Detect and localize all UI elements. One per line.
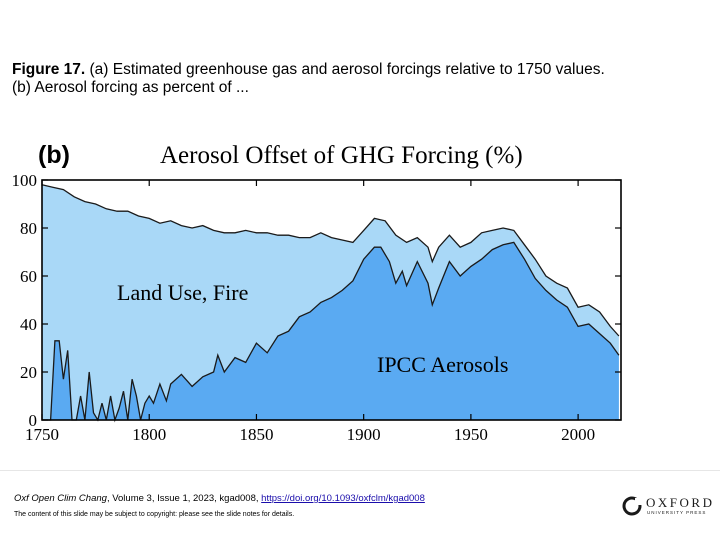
x-tick-label: 1850 <box>239 425 273 444</box>
y-tick-label: 20 <box>20 363 37 382</box>
logo-subtext: UNIVERSITY PRESS <box>647 510 707 515</box>
x-tick-label: 1750 <box>25 425 59 444</box>
x-tick-label: 2000 <box>561 425 595 444</box>
panel-label: (b) <box>38 141 70 169</box>
annotation-ipcc-aerosols: IPCC Aerosols <box>377 352 508 377</box>
y-tick-label: 40 <box>20 315 37 334</box>
figure-label: Figure 17. <box>12 61 86 78</box>
y-tick-label: 80 <box>20 219 37 238</box>
y-tick-label: 100 <box>12 171 38 190</box>
annotation-land-use-fire: Land Use, Fire <box>117 280 248 305</box>
caption-line-2: (b) Aerosol forcing as percent of ... <box>12 79 249 96</box>
land-use-fire-line <box>41 184 620 337</box>
citation-details: , Volume 3, Issue 1, 2023, kgad008, <box>106 493 262 504</box>
oxford-logo[interactable]: OXFORD UNIVERSITY PRESS <box>622 494 712 520</box>
logo-wordmark: OXFORD <box>646 495 715 510</box>
journal-name: Oxf Open Clim Chang <box>14 493 107 504</box>
copyright-note: The content of this slide may be subject… <box>14 511 295 518</box>
y-tick-label: 60 <box>20 267 37 286</box>
oxford-logo-icon <box>622 496 642 516</box>
doi-link[interactable]: https://doi.org/10.1093/oxfclm/kgad008 <box>261 493 425 504</box>
citation: Oxf Open Clim Chang, Volume 3, Issue 1, … <box>14 493 425 504</box>
aerosol-offset-chart: 0 20 40 60 80 100 1750 1800 1850 1900 1950 2000 Land… <box>12 171 622 444</box>
chart-title: Aerosol Offset of GHG Forcing (%) <box>160 142 523 169</box>
ipcc-aerosols-area <box>42 242 619 420</box>
x-tick-label: 1950 <box>454 425 488 444</box>
plot-frame <box>41 179 622 421</box>
caption-line-1: (a) Estimated greenhouse gas and aerosol… <box>85 61 605 78</box>
x-tick-label: 1800 <box>132 425 166 444</box>
figure-caption: Figure 17. (a) Estimated greenhouse gas … <box>12 61 702 97</box>
x-tick-label: 1900 <box>347 425 381 444</box>
y-tick-label: 0 <box>29 411 38 430</box>
footer-divider <box>0 470 720 471</box>
ipcc-aerosols-line <box>42 241 620 423</box>
